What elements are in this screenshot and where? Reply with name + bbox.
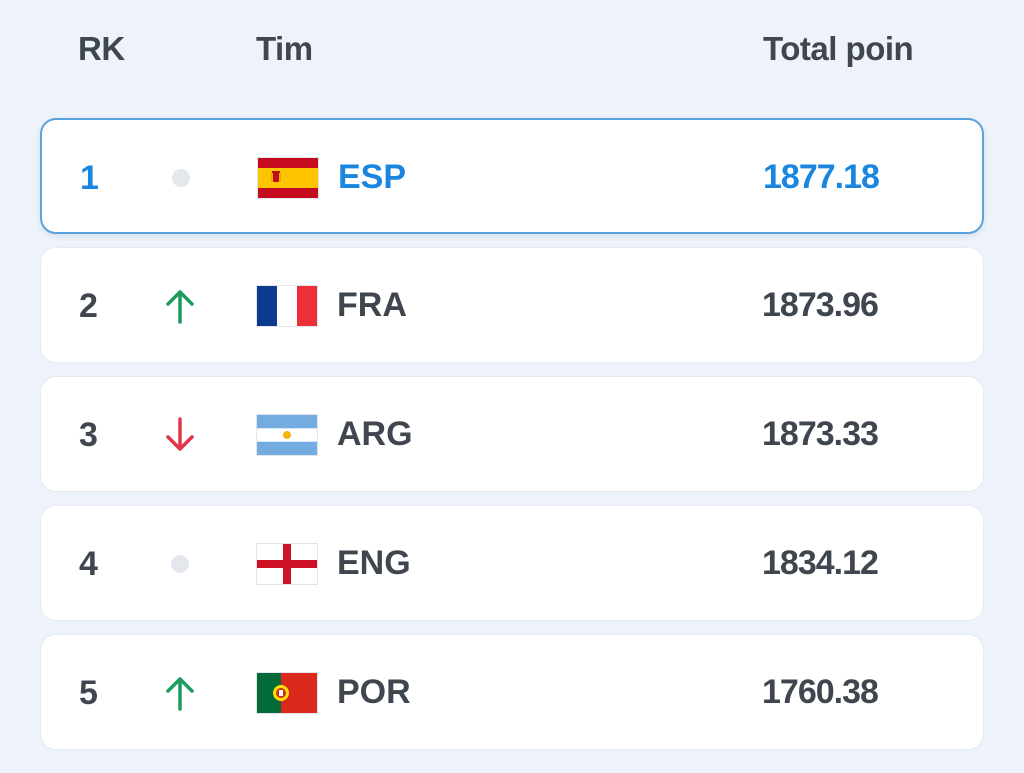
arrow-up-icon (163, 286, 197, 326)
ranking-row-eng[interactable]: 4 ENG 1834.12 (40, 505, 984, 621)
rank-number: 4 (79, 545, 98, 583)
neutral-dot-icon (164, 158, 198, 198)
ranking-row-fra[interactable]: 2 FRA 1873.96 (40, 247, 984, 363)
arrow-down-icon (163, 415, 197, 455)
ranking-row-arg[interactable]: 3 ARG 1873.33 (40, 376, 984, 492)
argentina-flag-icon (257, 415, 317, 455)
team-points: 1873.96 (762, 286, 879, 324)
rank-number: 5 (79, 674, 98, 712)
france-flag-icon (257, 286, 317, 326)
team-column-header: Tim (256, 30, 313, 67)
neutral-dot-icon (163, 544, 197, 584)
england-flag-icon (257, 544, 317, 584)
points-column-header: Total poin (763, 30, 914, 67)
ranking-list: 1 ESP 1877.18 2 (40, 118, 984, 763)
rank-column-header: RK (78, 30, 125, 67)
spain-flag-icon (258, 158, 318, 198)
rank-number: 2 (79, 287, 98, 325)
team-code: POR (337, 673, 411, 711)
team-code: ENG (337, 544, 411, 582)
team-points: 1834.12 (762, 544, 879, 582)
team-code: FRA (337, 286, 407, 324)
team-points: 1873.33 (762, 415, 879, 453)
team-code: ARG (337, 415, 413, 453)
rank-number: 1 (80, 159, 99, 197)
team-code: ESP (338, 158, 407, 196)
team-points: 1877.18 (763, 158, 880, 196)
ranking-row-por[interactable]: 5 POR 1760.38 (40, 634, 984, 750)
rank-number: 3 (79, 416, 98, 454)
portugal-flag-icon (257, 673, 317, 713)
arrow-up-icon (163, 673, 197, 713)
table-header: RK Tim Total poin (0, 0, 1024, 104)
team-points: 1760.38 (762, 673, 879, 711)
ranking-row-esp[interactable]: 1 ESP 1877.18 (40, 118, 984, 234)
